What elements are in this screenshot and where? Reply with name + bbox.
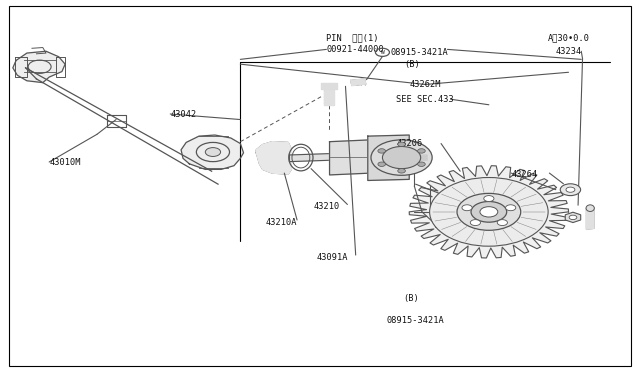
Text: (B): (B) xyxy=(404,60,420,70)
Text: 00921-44000: 00921-44000 xyxy=(326,45,384,54)
Text: PIN  ピン(1): PIN ピン(1) xyxy=(326,34,379,43)
Circle shape xyxy=(497,219,508,225)
Polygon shape xyxy=(289,154,333,161)
Circle shape xyxy=(462,205,472,211)
Polygon shape xyxy=(408,155,427,161)
Circle shape xyxy=(560,184,580,196)
Circle shape xyxy=(506,205,516,211)
Circle shape xyxy=(397,142,405,147)
Circle shape xyxy=(484,196,494,202)
Circle shape xyxy=(371,140,432,175)
Text: 43234: 43234 xyxy=(556,47,582,56)
Polygon shape xyxy=(13,51,65,83)
Circle shape xyxy=(569,215,577,219)
Circle shape xyxy=(457,193,521,230)
Circle shape xyxy=(566,187,575,192)
Polygon shape xyxy=(368,135,409,180)
Polygon shape xyxy=(181,135,244,169)
Text: 43210: 43210 xyxy=(314,202,340,211)
Text: 43091A: 43091A xyxy=(317,253,348,263)
Text: A（30•0.0: A（30•0.0 xyxy=(548,34,590,43)
Circle shape xyxy=(418,149,425,153)
Text: SEE SEC.433: SEE SEC.433 xyxy=(396,95,454,104)
Ellipse shape xyxy=(586,205,595,211)
Circle shape xyxy=(470,219,481,225)
Polygon shape xyxy=(586,208,594,229)
Text: (B): (B) xyxy=(403,294,419,303)
Polygon shape xyxy=(256,142,291,174)
Text: W: W xyxy=(381,50,385,55)
Text: 43262M: 43262M xyxy=(409,80,441,89)
Polygon shape xyxy=(565,212,580,222)
Circle shape xyxy=(471,202,507,222)
Polygon shape xyxy=(324,90,334,105)
Circle shape xyxy=(418,162,425,166)
Circle shape xyxy=(378,162,385,166)
Text: 43202: 43202 xyxy=(460,200,486,209)
Polygon shape xyxy=(409,166,568,258)
Text: 43042: 43042 xyxy=(170,109,196,119)
Text: 43264: 43264 xyxy=(511,170,538,179)
Text: 43222: 43222 xyxy=(435,222,461,231)
Text: 08915-3421A: 08915-3421A xyxy=(387,316,445,325)
Circle shape xyxy=(480,207,498,217)
Polygon shape xyxy=(351,79,366,86)
Polygon shape xyxy=(321,83,337,89)
Text: 43210A: 43210A xyxy=(266,218,298,227)
Polygon shape xyxy=(330,140,371,175)
Circle shape xyxy=(397,169,405,173)
Text: 08915-3421A: 08915-3421A xyxy=(390,48,448,57)
Circle shape xyxy=(383,147,420,169)
Circle shape xyxy=(429,177,548,246)
Text: 43206: 43206 xyxy=(396,139,422,148)
Circle shape xyxy=(205,148,221,157)
Circle shape xyxy=(378,149,385,153)
Text: 43010M: 43010M xyxy=(49,157,81,167)
